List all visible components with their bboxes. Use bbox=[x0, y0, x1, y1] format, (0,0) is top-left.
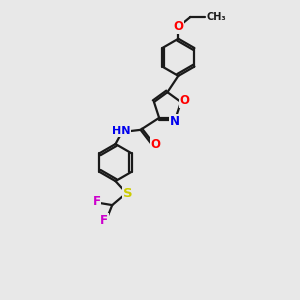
Text: O: O bbox=[173, 20, 183, 33]
Text: S: S bbox=[123, 187, 133, 200]
Text: N: N bbox=[170, 115, 180, 128]
Text: HN: HN bbox=[112, 126, 130, 136]
Text: O: O bbox=[180, 94, 190, 107]
Text: CH₃: CH₃ bbox=[207, 12, 226, 22]
Text: F: F bbox=[100, 214, 108, 227]
Text: F: F bbox=[92, 195, 101, 208]
Text: O: O bbox=[151, 137, 161, 151]
